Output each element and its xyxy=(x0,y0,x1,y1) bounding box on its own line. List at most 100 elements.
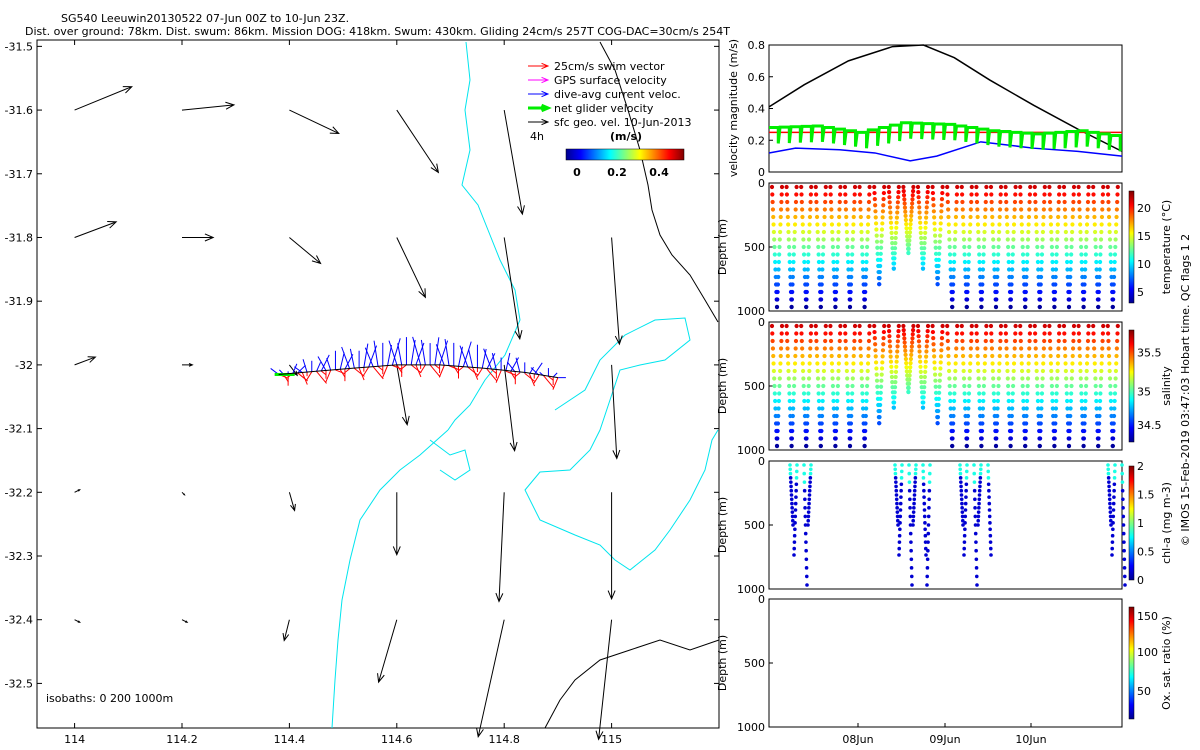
profile-point xyxy=(1055,376,1060,381)
profile-point xyxy=(1005,222,1010,227)
profile-point xyxy=(931,203,936,208)
profile-point xyxy=(919,235,924,241)
profile-point xyxy=(860,391,865,396)
profile-point xyxy=(889,235,895,241)
swim-vector xyxy=(297,372,308,382)
profile-point xyxy=(1096,304,1101,310)
profile-point xyxy=(1034,222,1039,227)
swim-vector xyxy=(325,370,332,383)
profile-point xyxy=(906,385,911,390)
profile-point xyxy=(933,390,939,395)
profile-point xyxy=(953,229,958,235)
profile-point xyxy=(857,331,863,336)
profile-point xyxy=(1037,443,1042,449)
profile-point xyxy=(819,274,825,280)
profile-point xyxy=(931,342,936,347)
profile-point xyxy=(1056,353,1061,359)
profile-point xyxy=(848,436,853,441)
profile-point xyxy=(1006,398,1011,404)
profile-point xyxy=(893,476,898,480)
profile-point xyxy=(966,406,971,411)
profile-point xyxy=(925,184,931,190)
profile-point xyxy=(1098,244,1103,250)
profile-point xyxy=(922,501,927,506)
profile-point xyxy=(1028,184,1033,190)
profile-point xyxy=(887,334,892,339)
colorbar-tick-label: 20 xyxy=(1137,202,1151,215)
profile-point xyxy=(787,406,793,411)
profile-point xyxy=(1010,252,1015,257)
profile-point xyxy=(894,364,899,369)
profile-point xyxy=(1010,398,1015,404)
profile-point xyxy=(1035,252,1040,257)
profile-point xyxy=(1096,436,1101,441)
profile-point xyxy=(851,207,857,212)
profile-point xyxy=(848,289,853,295)
profile-point xyxy=(909,574,914,579)
profile-point xyxy=(923,230,928,235)
profile-point xyxy=(806,391,811,396)
profile-point xyxy=(837,331,843,336)
profile-point xyxy=(909,348,914,353)
profile-point xyxy=(975,346,980,351)
profile-point xyxy=(922,246,927,251)
profile-point xyxy=(909,344,914,349)
profile-point xyxy=(770,338,775,344)
profile-point xyxy=(1004,214,1009,220)
y-tick-label: -32.4 xyxy=(5,614,33,627)
profile-point xyxy=(1039,391,1045,396)
profile-point xyxy=(1077,338,1082,344)
profile-point xyxy=(1079,267,1085,272)
profile-point xyxy=(978,480,982,484)
profile-point xyxy=(907,488,912,493)
profile-point xyxy=(1050,398,1055,404)
profile-point xyxy=(932,215,937,220)
profile-point xyxy=(1091,331,1096,336)
profile-point xyxy=(1052,289,1058,295)
profile-point xyxy=(1035,259,1041,265)
dive-avg-current-vector xyxy=(364,347,374,368)
profile-point xyxy=(887,339,892,344)
profile-point xyxy=(1099,361,1104,366)
profile-point xyxy=(908,356,914,362)
profile-point xyxy=(808,480,812,484)
profile-point xyxy=(789,488,794,493)
profile-point xyxy=(878,263,883,269)
profile-point xyxy=(816,398,822,404)
profile-point xyxy=(1111,514,1116,519)
profile-point xyxy=(785,207,790,212)
profile-point xyxy=(835,244,841,250)
profile-point xyxy=(789,497,794,502)
profile-point xyxy=(830,237,835,242)
profile-point xyxy=(952,383,957,389)
profile-point xyxy=(1049,229,1054,235)
profile-point xyxy=(1027,207,1032,212)
profile-point xyxy=(1025,237,1031,242)
profile-point xyxy=(983,199,988,205)
profile-point xyxy=(977,506,981,510)
profile-point xyxy=(881,336,886,341)
profile-point xyxy=(960,514,965,519)
profile-point xyxy=(835,383,841,389)
profile-point xyxy=(1057,184,1062,190)
profile-point xyxy=(1115,199,1120,205)
profile-point xyxy=(962,540,967,544)
profile-point xyxy=(1112,252,1118,257)
profile-point xyxy=(990,214,995,220)
profile-point xyxy=(807,501,811,506)
profile-point xyxy=(1121,523,1126,527)
profile-point xyxy=(947,244,952,250)
dive-avg-current-vector xyxy=(317,356,327,371)
profile-point xyxy=(1011,368,1016,374)
profile-point xyxy=(814,192,819,197)
profile-point xyxy=(794,184,799,190)
profile-point xyxy=(845,237,850,242)
profile-point xyxy=(836,361,841,366)
profile-point xyxy=(974,540,978,544)
profile-point xyxy=(925,583,929,587)
profile-point xyxy=(805,406,810,411)
profile-point xyxy=(1018,338,1023,344)
profile-point xyxy=(937,390,942,395)
velocity-series-line xyxy=(769,121,1122,152)
